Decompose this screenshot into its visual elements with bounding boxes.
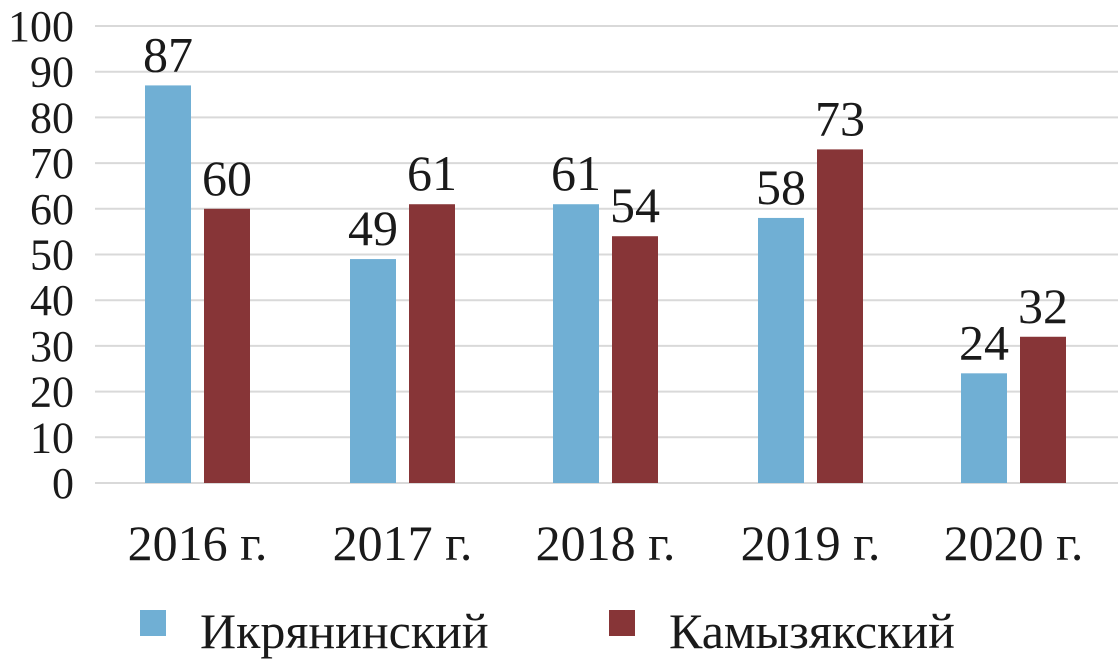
data-label: 49: [348, 200, 398, 256]
data-label: 58: [756, 159, 806, 215]
bar-series2-0: [204, 208, 250, 484]
data-label: 32: [1018, 278, 1068, 334]
legend: Икрянинский Камызякский: [140, 603, 955, 659]
bar-series1-3: [758, 217, 804, 483]
bar-series2-1: [409, 204, 455, 484]
bar-series2-3: [817, 149, 863, 483]
data-label: 61: [407, 145, 457, 201]
legend-label: Икрянинский: [200, 603, 489, 659]
y-tick-label: 70: [30, 139, 74, 188]
bar-series1-0: [145, 85, 191, 483]
gridlines: [95, 25, 1118, 484]
x-tick-label: 2019 г.: [741, 515, 881, 571]
legend-label: Камызякский: [669, 603, 955, 659]
x-axis: 2016 г. 2017 г. 2018 г. 2019 г. 2020 г.: [128, 515, 1084, 571]
data-label: 24: [959, 314, 1009, 370]
y-tick-label: 0: [52, 459, 74, 508]
data-label: 73: [815, 90, 865, 146]
y-tick-label: 90: [30, 48, 74, 97]
data-label: 60: [202, 150, 252, 206]
bars: [145, 85, 1066, 484]
y-tick-label: 80: [30, 93, 74, 142]
x-tick-label: 2017 г.: [333, 515, 473, 571]
bar-series2-4: [1020, 336, 1066, 483]
bar-series1-1: [350, 259, 396, 483]
data-label: 87: [143, 26, 193, 82]
bar-series1-2: [553, 204, 599, 484]
y-tick-label: 50: [30, 231, 74, 280]
x-tick-label: 2016 г.: [128, 515, 268, 571]
bar-series2-2: [612, 236, 658, 483]
data-label: 54: [610, 177, 660, 233]
legend-swatch: [609, 610, 635, 636]
y-tick-label: 40: [30, 276, 74, 325]
y-tick-label: 100: [8, 2, 74, 51]
y-tick-label: 30: [30, 322, 74, 371]
y-tick-label: 20: [30, 368, 74, 417]
x-tick-label: 2020 г.: [944, 515, 1084, 571]
y-tick-label: 60: [30, 185, 74, 234]
bar-series1-4: [961, 373, 1007, 483]
y-tick-label: 10: [30, 413, 74, 462]
x-tick-label: 2018 г.: [536, 515, 676, 571]
data-label: 61: [551, 145, 601, 201]
legend-swatch: [140, 610, 166, 636]
